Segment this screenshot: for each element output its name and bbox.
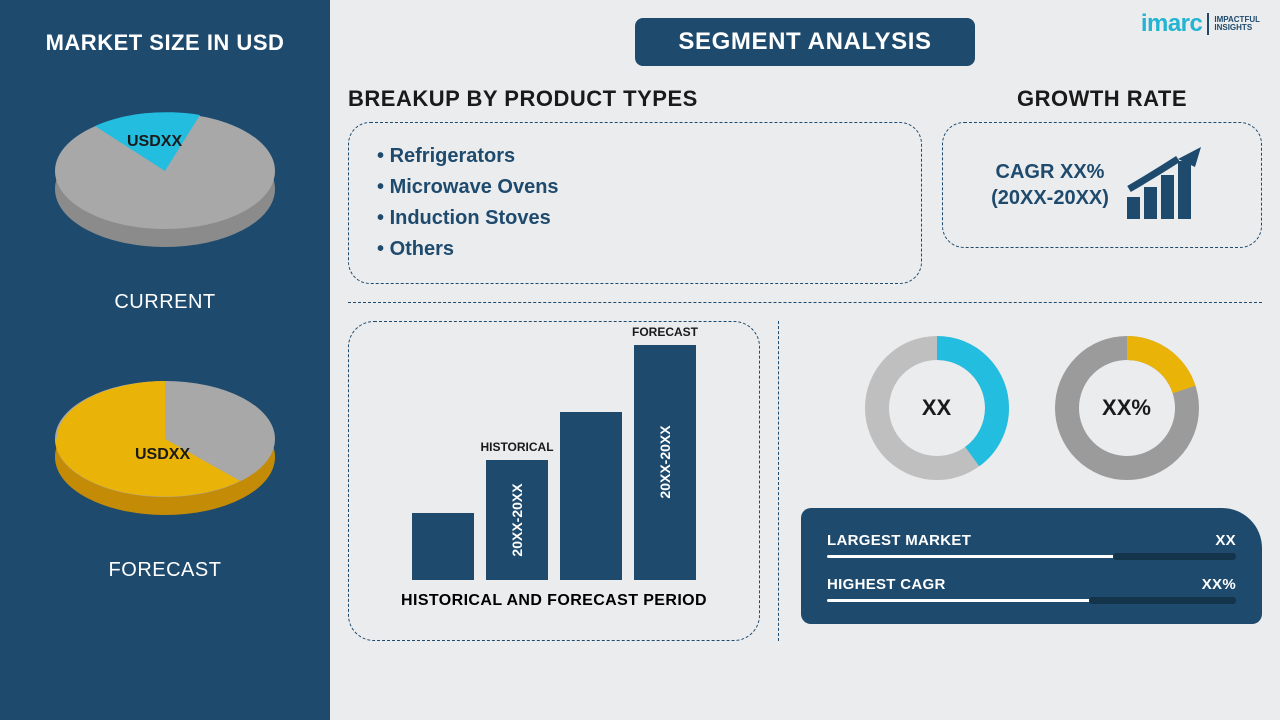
historical-bar: FORECAST20XX-20XX [634, 345, 696, 580]
donut-right-value: XX% [1052, 333, 1202, 483]
breakup-item: Refrigerators [377, 141, 893, 172]
brand-logo: imarc IMPACTFUL INSIGHTS [1141, 10, 1260, 38]
bottom-row: HISTORICAL20XX-20XX FORECAST20XX-20XX HIS… [348, 321, 1262, 641]
metric-row-largest: LARGEST MARKET XX [827, 532, 1236, 549]
segment-analysis-title: SEGMENT ANALYSIS [635, 18, 975, 66]
breakup-title: BREAKUP BY PRODUCT TYPES [348, 86, 922, 112]
growth-section: GROWTH RATE CAGR XX% (20XX-20XX) [942, 86, 1262, 284]
donut-left: XX [862, 333, 1012, 483]
historical-bar [560, 412, 622, 580]
top-row: BREAKUP BY PRODUCT TYPES RefrigeratorsMi… [348, 86, 1262, 284]
pie-forecast-svg: USDXX [35, 349, 295, 549]
metric-cagr-value: XX% [1202, 576, 1236, 593]
pie-forecast: USDXX [35, 349, 295, 549]
donut-left-value: XX [862, 333, 1012, 483]
metric-bar-1 [827, 555, 1236, 558]
breakup-item: Others [377, 234, 893, 265]
metric-row-cagr: HIGHEST CAGR XX% [827, 576, 1236, 593]
pie-current-svg: USDXX [35, 81, 295, 281]
growth-text: CAGR XX% (20XX-20XX) [991, 159, 1109, 211]
breakup-section: BREAKUP BY PRODUCT TYPES RefrigeratorsMi… [348, 86, 922, 284]
logo-tagline: IMPACTFUL INSIGHTS [1214, 16, 1260, 32]
pie-forecast-label: FORECAST [109, 559, 222, 582]
metric-cagr-label: HIGHEST CAGR [827, 576, 946, 593]
metric-largest-label: LARGEST MARKET [827, 532, 971, 549]
historical-caption: HISTORICAL AND FORECAST PERIOD [369, 592, 739, 610]
breakup-item: Induction Stoves [377, 203, 893, 234]
pie-forecast-value: USDXX [135, 446, 190, 463]
left-panel: MARKET SIZE IN USD USDXX CURRENT USDXX F… [0, 0, 330, 720]
stats-section: XX XX% LARGEST MARKET XX HIGHEST CAGR XX… [778, 321, 1262, 641]
growth-box: CAGR XX% (20XX-20XX) [942, 122, 1262, 248]
historical-box: HISTORICAL20XX-20XX FORECAST20XX-20XX HIS… [348, 321, 760, 641]
metric-panel: LARGEST MARKET XX HIGHEST CAGR XX% [801, 508, 1262, 624]
market-size-title: MARKET SIZE IN USD [46, 30, 285, 56]
breakup-item: Microwave Ovens [377, 172, 893, 203]
growth-chart-icon [1123, 145, 1213, 225]
logo-text: imarc [1141, 10, 1203, 38]
pie-current: USDXX [35, 81, 295, 281]
metric-bar-2 [827, 599, 1236, 602]
donut-row: XX XX% [801, 333, 1262, 483]
historical-bar: HISTORICAL20XX-20XX [486, 460, 548, 580]
breakup-box: RefrigeratorsMicrowave OvensInduction St… [348, 122, 922, 284]
pie-current-value: USDXX [127, 133, 182, 150]
donut-right: XX% [1052, 333, 1202, 483]
right-panel: imarc IMPACTFUL INSIGHTS SEGMENT ANALYSI… [330, 0, 1280, 720]
pie-current-label: CURRENT [114, 291, 215, 314]
historical-bar [412, 513, 474, 580]
breakup-list: RefrigeratorsMicrowave OvensInduction St… [377, 141, 893, 265]
logo-divider [1207, 13, 1209, 35]
historical-bar-chart: HISTORICAL20XX-20XX FORECAST20XX-20XX [369, 340, 739, 580]
historical-section: HISTORICAL20XX-20XX FORECAST20XX-20XX HIS… [348, 321, 778, 641]
horizontal-divider [348, 302, 1262, 303]
growth-title: GROWTH RATE [942, 86, 1262, 112]
metric-largest-value: XX [1215, 532, 1236, 549]
